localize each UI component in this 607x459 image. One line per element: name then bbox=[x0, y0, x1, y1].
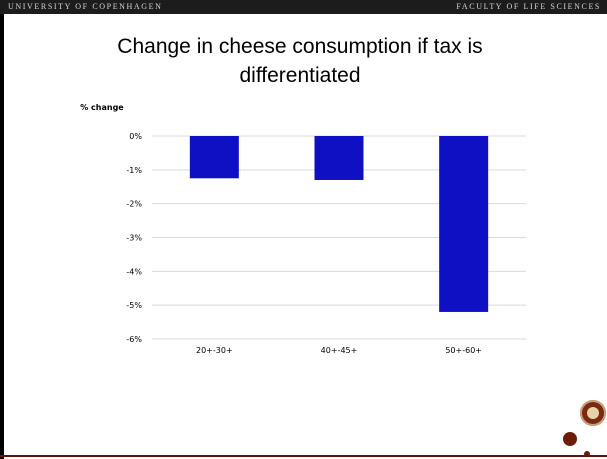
decorative-dot-large bbox=[563, 432, 577, 446]
decorative-dot-small bbox=[584, 451, 590, 457]
title-line-1: Change in cheese consumption if tax is bbox=[117, 35, 483, 58]
bar bbox=[189, 136, 239, 179]
title-line-2: differentiated bbox=[239, 64, 361, 87]
y-tick-label: -1% bbox=[126, 166, 142, 175]
bar bbox=[439, 136, 489, 312]
university-seal-icon bbox=[580, 400, 606, 426]
bar bbox=[314, 136, 364, 180]
faculty-name: FACULTY OF LIFE SCIENCES bbox=[456, 2, 601, 11]
y-tick-label: -2% bbox=[126, 200, 142, 209]
x-tick-label: 40+-45+ bbox=[321, 346, 358, 355]
slide-title: Change in cheese consumption if tax is d… bbox=[40, 32, 560, 90]
y-tick-label: -3% bbox=[126, 234, 142, 243]
y-tick-label: 0% bbox=[129, 132, 142, 141]
y-tick-label: -6% bbox=[126, 335, 142, 344]
y-tick-label: -4% bbox=[126, 267, 142, 276]
y-tick-label: -5% bbox=[126, 301, 142, 310]
university-name: UNIVERSITY OF COPENHAGEN bbox=[8, 2, 163, 11]
bottom-line bbox=[0, 455, 607, 457]
slide-header-bar: UNIVERSITY OF COPENHAGEN FACULTY OF LIFE… bbox=[0, 0, 607, 14]
x-tick-label: 50+-60+ bbox=[445, 346, 482, 355]
x-tick-label: 20+-30+ bbox=[196, 346, 233, 355]
left-border bbox=[0, 14, 4, 459]
y-axis-label: % change bbox=[80, 103, 124, 112]
